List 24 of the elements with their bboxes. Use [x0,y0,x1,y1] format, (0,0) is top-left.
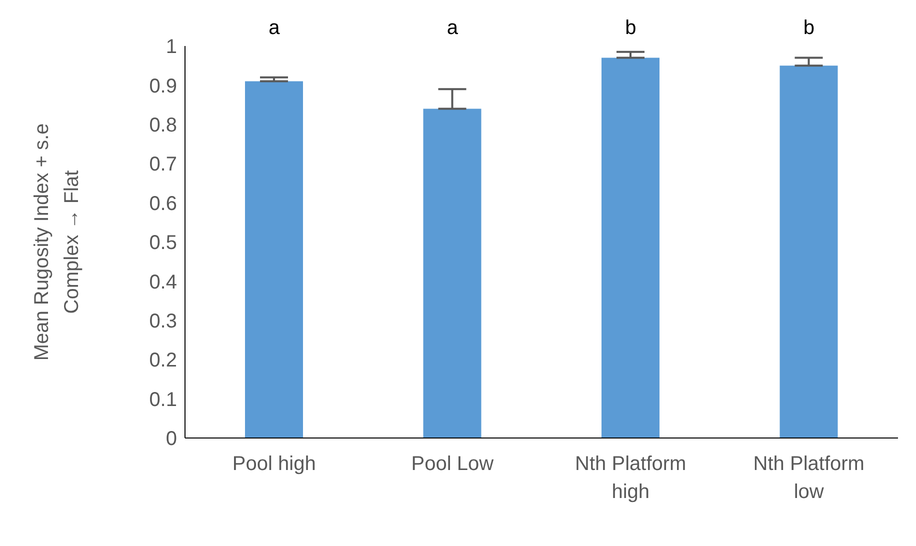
text: a [268,17,281,39]
y-tick-label: 0.7 [149,154,177,176]
y-tick-label: 0.3 [149,310,177,332]
y-axis-title: Mean Rugosity Index + s.e Complex → Flat [31,123,83,361]
text: b [625,17,636,39]
y-tick-label: 0.4 [149,271,177,294]
text: a [446,17,459,39]
text: b [803,17,814,39]
bar [245,81,303,438]
y-tick-label: 1 [166,36,177,58]
x-tick-label: Pool high [232,453,316,475]
y-tick-label: 0.8 [149,114,177,136]
y-tick-label: 0.1 [149,388,177,411]
x-tick-label: Nth Platform low [753,453,864,503]
y-tick-label: 0.9 [149,75,177,98]
bar [780,66,838,438]
y-tick-label: 0 [166,428,177,450]
y-tick-label: 0.5 [149,232,177,254]
bar [602,58,660,438]
bar [423,108,482,438]
y-tick-label: 0.2 [149,350,177,372]
x-tick-label: Pool Low [411,453,494,475]
y-tick-label: 0.6 [149,192,177,215]
x-tick-label: Nth Platform high [575,453,686,503]
